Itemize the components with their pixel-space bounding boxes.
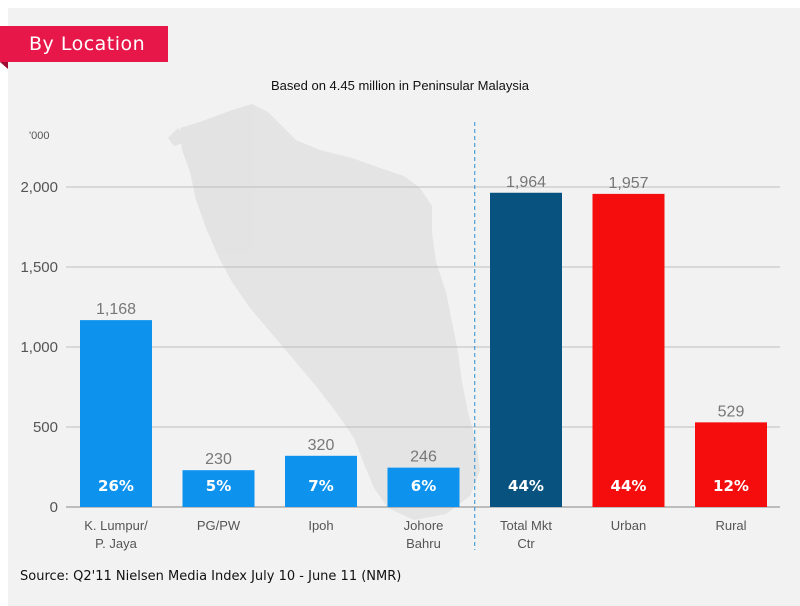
bar	[695, 422, 767, 507]
y-tick-label: 0	[50, 499, 58, 516]
chart-subtitle: Based on 4.45 million in Peninsular Mala…	[271, 78, 529, 93]
bar-percent-label: 5%	[206, 477, 231, 495]
x-category-label: Johore	[404, 518, 444, 533]
bar-value-label: 320	[308, 437, 335, 454]
bar-percent-label: 44%	[611, 477, 647, 495]
bar-value-label: 1,957	[608, 175, 648, 192]
bar-value-label: 246	[410, 449, 437, 466]
y-tick-label: 500	[33, 419, 58, 436]
bar-percent-label: 6%	[411, 477, 436, 495]
y-tick-label: 2,000	[20, 179, 58, 196]
x-category-label: K. Lumpur/	[84, 518, 148, 533]
x-category-label: Total Mkt	[500, 518, 552, 533]
bar-value-label: 529	[718, 403, 745, 420]
bar-percent-label: 12%	[713, 477, 749, 495]
source-note: Source: Q2'11 Nielsen Media Index July 1…	[20, 569, 402, 584]
bar-value-label: 230	[205, 451, 232, 468]
x-category-label: Ipoh	[308, 518, 333, 533]
x-category-label: Bahru	[406, 536, 441, 551]
y-axis-unit-label: '000	[29, 130, 50, 142]
x-category-label: Rural	[715, 518, 746, 533]
x-category-label: P. Jaya	[95, 536, 137, 551]
bar-percent-label: 44%	[508, 477, 544, 495]
y-tick-label: 1,500	[20, 259, 58, 276]
bar	[592, 193, 665, 507]
bar	[490, 192, 562, 507]
section-tag: By Location	[0, 26, 168, 62]
bar-percent-label: 7%	[308, 477, 333, 495]
bar	[387, 467, 460, 507]
section-tag-fold	[0, 62, 8, 69]
bar-value-label: 1,168	[96, 301, 136, 318]
bar-percent-label: 26%	[98, 477, 134, 495]
x-category-label: Urban	[611, 518, 646, 533]
y-tick-label: 1,000	[20, 339, 58, 356]
bar	[80, 320, 152, 507]
bar-value-label: 1,964	[506, 174, 546, 191]
x-category-label: Ctr	[517, 536, 535, 551]
x-category-label: PG/PW	[197, 518, 241, 533]
bar	[285, 455, 357, 507]
peninsular-malaysia-map-silhouette	[168, 104, 480, 520]
bar	[182, 470, 255, 507]
